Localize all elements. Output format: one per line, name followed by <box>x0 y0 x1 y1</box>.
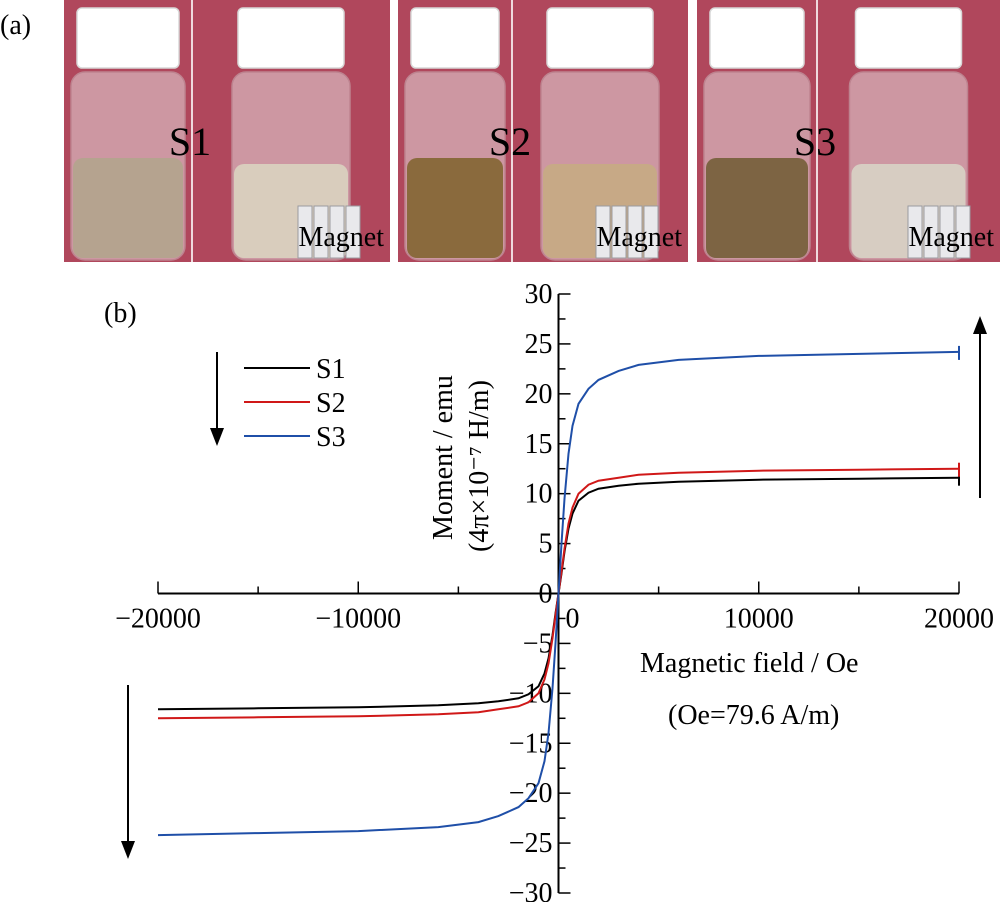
y-tick-label: −25 <box>509 828 553 859</box>
photo-divider <box>191 0 193 262</box>
down-arrow-icon <box>210 352 224 446</box>
sample-label-s1: S1 <box>169 119 211 164</box>
sample-label-s2: S2 <box>489 119 531 164</box>
magnet-label: Magnet <box>908 222 994 253</box>
vial-cap <box>237 7 345 69</box>
sample-label-s3: S3 <box>794 119 836 164</box>
y-tick-label: 25 <box>525 329 553 360</box>
magnet-block <box>611 205 627 259</box>
photo-strip: S1 Magnet S2 Magnet S3 Magnet <box>64 0 1000 262</box>
x-tick-label: −20000 <box>115 604 201 635</box>
legend-label-s2: S2 <box>316 388 346 419</box>
x-tick-label: 20000 <box>924 604 994 635</box>
y-tick-label: 5 <box>539 529 553 560</box>
y-axis-title-line1: Moment / emu <box>428 375 459 540</box>
chart-series <box>157 345 960 837</box>
y-tick-label: −30 <box>509 878 553 902</box>
x-tick-label: 0 <box>566 604 580 635</box>
vial-liquid <box>706 158 808 258</box>
magnet-block <box>627 205 643 259</box>
photo-panel-s1: S1 Magnet <box>64 0 390 262</box>
vial-cap <box>76 7 180 69</box>
magnet-block <box>907 205 923 259</box>
vial-cap <box>546 7 654 69</box>
y-tick-label: 0 <box>539 579 553 610</box>
y-tick-label: 15 <box>525 429 553 460</box>
magnet-block <box>329 205 345 259</box>
x-tick-label: −10000 <box>315 604 401 635</box>
vial-cap <box>709 7 805 69</box>
magnet-block <box>643 205 659 259</box>
vial-liquid <box>407 158 503 258</box>
magnet-block <box>923 205 939 259</box>
down-arrow-lower-icon <box>121 685 135 859</box>
y-tick-label: 30 <box>525 279 553 310</box>
y-tick-label: 20 <box>525 379 553 410</box>
panel-b-label: (b) <box>104 298 137 329</box>
magnet-block <box>955 205 971 259</box>
magnet-label: Magnet <box>596 222 682 253</box>
photo-divider <box>511 0 513 262</box>
up-arrow-icon <box>973 316 987 498</box>
y-axis-title-line2: (4π×10⁻⁷ H/m) <box>464 380 495 552</box>
y-tick-label: 10 <box>525 479 553 510</box>
chart-axes: −20000 −10000 0 10000 20000−30−25−20−15−10−5… <box>115 279 994 902</box>
photo-divider <box>816 0 818 262</box>
magnet-block <box>595 205 611 259</box>
x-tick-label: 10000 <box>724 604 794 635</box>
vial-before <box>404 7 506 261</box>
x-axis-note: (Oe=79.6 A/m) <box>668 700 839 731</box>
series-line-s3 <box>157 350 960 837</box>
panel-a-label: (a) <box>0 10 31 41</box>
magnet-block <box>313 205 329 259</box>
magnet-label: Magnet <box>298 222 384 253</box>
vial-before <box>703 7 811 261</box>
magnet-block <box>345 205 361 259</box>
y-tick-label: −5 <box>523 628 553 659</box>
vial-cap <box>854 7 963 69</box>
magnet-block <box>297 205 313 259</box>
magnet-block <box>939 205 955 259</box>
photo-panel-s2: S2 Magnet <box>398 0 688 262</box>
photo-panel-s3: S3 Magnet <box>697 0 1000 262</box>
legend-label-s1: S1 <box>316 354 346 385</box>
x-axis-title: Magnetic field / Oe <box>640 648 858 679</box>
vial-liquid <box>73 158 183 258</box>
vial-cap <box>410 7 500 69</box>
vial-before <box>70 7 186 261</box>
legend-label-s3: S3 <box>316 422 346 453</box>
